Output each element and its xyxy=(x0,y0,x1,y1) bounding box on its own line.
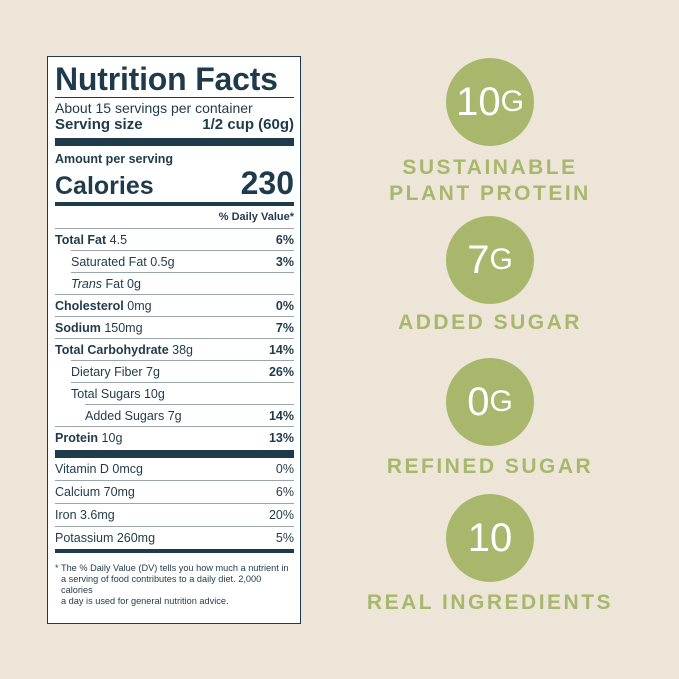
nutrient-row-trans-fat: Trans Fat 0g xyxy=(71,272,294,294)
serving-size-value: 1/2 cup (60g) xyxy=(202,116,294,133)
divider-heavy xyxy=(55,138,294,146)
calories-value: 230 xyxy=(240,165,294,201)
nutrient-row-added-sugars: Added Sugars 7g 14% xyxy=(85,404,294,426)
badge-number: 7 xyxy=(467,238,490,282)
vitamin-row-potassium: Potassium 260mg 5% xyxy=(55,526,294,549)
vitamin-row-vitamin-d: Vitamin D 0mcg 0% xyxy=(55,462,294,476)
footnote-line: * The % Daily Value (DV) tells you how m… xyxy=(55,563,289,573)
nutrient-row-dietary-fiber: Dietary Fiber 7g 26% xyxy=(71,360,294,382)
calories-label: Calories xyxy=(55,172,154,200)
nutrient-row-total-carbohydrate: Total Carbohydrate 38g 14% xyxy=(55,338,294,360)
nutrient-row-saturated-fat: Saturated Fat 0.5g 3% xyxy=(71,250,294,272)
footnote-line: a day is used for general nutrition advi… xyxy=(61,596,229,606)
badge-number: 0 xyxy=(467,380,490,424)
divider-medium xyxy=(55,549,294,553)
serving-size-label: Serving size xyxy=(55,116,143,133)
vitamin-list: Vitamin D 0mcg 0% Calcium 70mg 6% Iron 3… xyxy=(55,458,294,549)
refined-sugar-badge-label: REFINED SUGAR xyxy=(386,455,594,478)
nutrient-row-total-fat: Total Fat 4.5 6% xyxy=(55,228,294,250)
nutrient-list: Total Fat 4.5 6% Saturated Fat 0.5g 3% T… xyxy=(55,228,294,448)
nutrient-row-total-sugars: Total Sugars 10g xyxy=(71,382,294,404)
badge-unit: G xyxy=(489,243,513,276)
protein-badge: 10 G xyxy=(446,58,534,146)
divider xyxy=(55,97,294,98)
nutrient-row-sodium: Sodium 150mg 7% xyxy=(55,316,294,338)
calories-row: Calories 230 xyxy=(55,166,294,202)
badge-number: 10 xyxy=(456,80,501,124)
badge-unit: G xyxy=(500,85,524,118)
servings-per-container: About 15 servings per container xyxy=(55,100,253,116)
badge-number: 10 xyxy=(467,516,513,560)
amount-per-serving: Amount per serving xyxy=(55,152,174,166)
real-ingredients-badge: 10 xyxy=(446,494,534,582)
footnote-line: a serving of food contributes to a daily… xyxy=(61,574,262,595)
serving-size-row: Serving size 1/2 cup (60g) xyxy=(55,116,294,138)
real-ingredients-badge-label: REAL INGREDIENTS xyxy=(366,591,614,614)
vitamin-row-iron: Iron 3.6mg 20% xyxy=(55,503,294,526)
nutrition-facts-label: Nutrition Facts About 15 servings per co… xyxy=(47,56,301,624)
nutrient-row-protein: Protein 10g 13% xyxy=(55,426,294,448)
badge-unit: G xyxy=(489,385,513,418)
daily-value-footnote: * The % Daily Value (DV) tells you how m… xyxy=(55,553,294,607)
divider-heavy xyxy=(55,450,294,458)
vitamin-row-calcium: Calcium 70mg 6% xyxy=(55,480,294,503)
nutrient-row-cholesterol: Cholesterol 0mg 0% xyxy=(55,294,294,316)
divider-medium xyxy=(55,202,294,206)
protein-badge-label: SUSTAINABLE PLANT PROTEIN xyxy=(389,156,591,205)
daily-value-header: % Daily Value* xyxy=(218,211,294,223)
nutrition-facts-title: Nutrition Facts xyxy=(55,61,278,97)
added-sugar-badge-label: ADDED SUGAR xyxy=(398,311,582,334)
